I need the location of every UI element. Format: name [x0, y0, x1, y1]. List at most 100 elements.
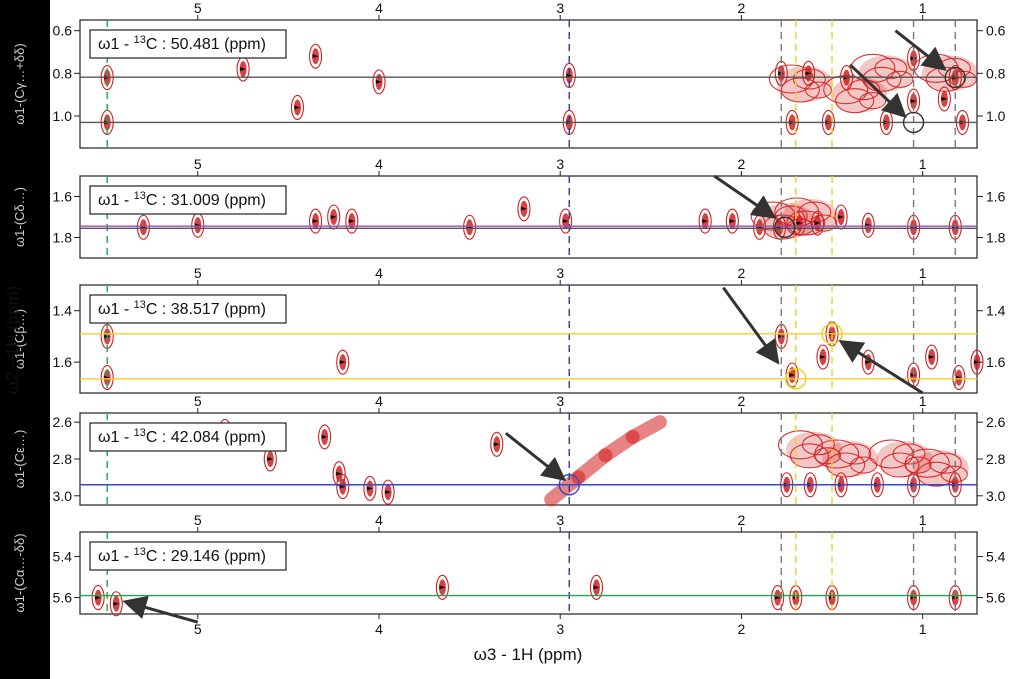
contour-peak [309, 43, 323, 69]
ytick-label: 2.8 [53, 451, 73, 467]
xtick-label: 3 [556, 0, 564, 16]
xtick-label: 2 [738, 265, 746, 281]
peak-marker [336, 471, 343, 476]
contour-cluster [789, 443, 829, 469]
contour-peak [100, 365, 114, 391]
contour-peak [801, 60, 816, 86]
contour-cluster [813, 447, 841, 465]
xtick-label: 4 [375, 265, 383, 281]
peak-marker [376, 79, 382, 84]
panel-5: 5.4 5.4 5.6 5.6 5 5 4 4 3 3 2 2 1 1 ω1 - 13C : 29.146 … [12, 512, 1006, 637]
highlight-circle [902, 111, 925, 134]
peak-marker [439, 585, 446, 590]
annotation-arrow [122, 595, 199, 624]
panel-1: 0.6 0.6 0.8 0.8 1.0 1.0 5 4 3 2 1 ω1 - 13C : 50.481… [12, 0, 1006, 149]
contour-peak [332, 461, 346, 487]
ytick-label: 1.0 [53, 108, 73, 124]
ytick-label: 2.8 [986, 451, 1006, 467]
xtick-label: 2 [738, 512, 746, 528]
peak-marker [321, 434, 328, 439]
contour-peak [698, 208, 712, 234]
contour-cluster [862, 66, 902, 92]
peak-marker [294, 105, 301, 110]
peak-marker [729, 219, 736, 224]
ytick-label: 0.8 [53, 65, 73, 81]
ytick-label: 5.6 [986, 590, 1006, 606]
ytick-label: 1.4 [986, 303, 1006, 319]
peak-marker [385, 490, 392, 495]
peak-marker [339, 360, 346, 365]
carbon-label-box [89, 29, 287, 59]
annotation-arrow [713, 174, 777, 219]
contour-cluster-fill [858, 55, 915, 92]
xtick-label: 2 [738, 621, 746, 637]
xtick-label: 1 [919, 265, 927, 281]
contour-cluster [780, 77, 820, 103]
peak-marker [941, 96, 948, 101]
peak-marker [339, 484, 346, 489]
peak-marker [95, 595, 102, 600]
highlight-circle [944, 66, 966, 89]
carbon-label-box [89, 541, 287, 571]
contour-peak [372, 69, 386, 95]
panel-3: 1.4 1.4 1.6 1.6 5 4 3 2 1 ω1 - 13C : 38.517 (ppm)… [12, 265, 1006, 395]
contour-cluster [892, 443, 926, 465]
contour-peak [490, 431, 504, 457]
contour-cluster-fill [758, 203, 815, 240]
xtick-label: 4 [375, 512, 383, 528]
peak-marker [819, 355, 826, 359]
left-black-strip [0, 0, 50, 405]
ytick-label: 1.0 [986, 108, 1006, 124]
contour-peak [937, 86, 951, 112]
contour-peak [771, 585, 785, 611]
contour-peak [725, 208, 739, 234]
ytick-label: 1.6 [986, 189, 1006, 205]
ytick-label: 5.4 [986, 549, 1006, 565]
xtick-label: 3 [556, 621, 564, 637]
contour-cluster [801, 434, 835, 456]
peak-marker [312, 54, 319, 59]
annotation-arrow [722, 286, 780, 365]
contour-peak [336, 349, 350, 375]
peak-marker [493, 442, 500, 447]
carbon-label: ω1 - 13C : 29.146 (ppm) [98, 546, 266, 565]
contour-cluster [928, 452, 962, 474]
annotation-arrow [504, 432, 567, 482]
contour-peak [336, 474, 350, 500]
contour-cluster [786, 210, 826, 236]
contour-cluster-fill [776, 66, 833, 102]
contour-peak [109, 591, 123, 617]
ytick-label: 3.0 [986, 488, 1006, 504]
contour-peak [381, 479, 395, 505]
highlight-circle [774, 216, 796, 238]
contour-peak [816, 344, 830, 370]
contour-peak [772, 214, 787, 240]
ytick-label: 1.4 [53, 303, 73, 319]
ytick-label: 1.8 [986, 230, 1006, 246]
highlight-circle [821, 323, 843, 345]
contour-peak [810, 210, 825, 236]
contour-peak [290, 94, 305, 121]
xtick-label: 3 [556, 156, 564, 172]
contour-cluster [838, 443, 872, 465]
shared-xlabel: ω3 - 1H (ppm) [474, 645, 583, 664]
carbon-label-box [89, 422, 287, 452]
peak-marker [910, 99, 917, 104]
contour-cluster-fill [785, 431, 842, 468]
peak-marker [348, 219, 355, 224]
ytick-label: 3.0 [53, 488, 73, 504]
xtick-label: 2 [738, 156, 746, 172]
contour-cluster [804, 81, 832, 99]
ytick-label: 5.4 [53, 549, 73, 565]
peak-marker [366, 486, 373, 491]
panel-ylabel: ω1-(Cε…) [12, 430, 27, 489]
ytick-label: 0.8 [986, 65, 1006, 81]
left-black-strip-lower [0, 405, 50, 679]
shared-ylabel: ω2 - 1H (ppm) [3, 286, 22, 395]
panel-ylabel: ω1-(Cδ…) [12, 187, 27, 247]
contour-peak [925, 344, 939, 370]
contour-peak [562, 62, 576, 89]
contour-peak [327, 204, 341, 230]
contour-cluster [886, 70, 914, 88]
